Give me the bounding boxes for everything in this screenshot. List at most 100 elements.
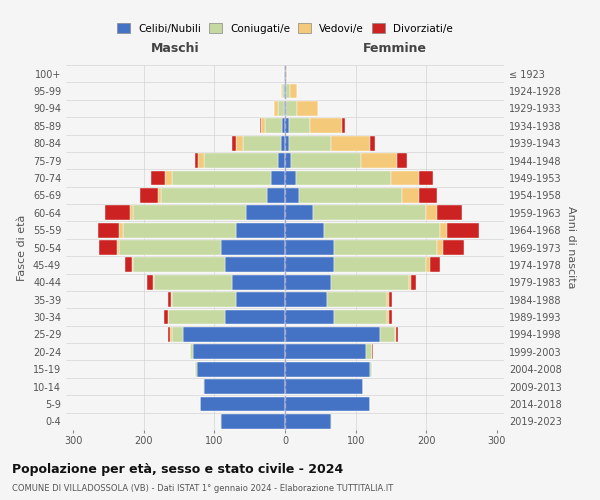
- Bar: [271, 170, 285, 186]
- Bar: [164, 310, 168, 324]
- Bar: [284, 101, 285, 116]
- Bar: [278, 101, 284, 116]
- Bar: [261, 118, 265, 133]
- Bar: [285, 310, 334, 324]
- Bar: [98, 222, 119, 238]
- Bar: [147, 275, 153, 289]
- Bar: [290, 84, 297, 98]
- Bar: [158, 188, 161, 202]
- Bar: [232, 136, 236, 150]
- Bar: [411, 275, 416, 289]
- Bar: [328, 292, 388, 307]
- Bar: [105, 206, 130, 220]
- Bar: [285, 136, 289, 150]
- Bar: [165, 170, 172, 186]
- Bar: [448, 222, 479, 238]
- Bar: [265, 118, 282, 133]
- Bar: [151, 170, 165, 186]
- Bar: [260, 118, 261, 133]
- Bar: [285, 344, 366, 359]
- Bar: [286, 66, 287, 81]
- Bar: [221, 240, 285, 255]
- Bar: [172, 170, 271, 186]
- Bar: [242, 136, 281, 150]
- Bar: [395, 327, 396, 342]
- Bar: [168, 310, 169, 324]
- Bar: [225, 310, 285, 324]
- Bar: [285, 292, 328, 307]
- Bar: [285, 362, 370, 376]
- Bar: [430, 258, 440, 272]
- Bar: [334, 310, 388, 324]
- Bar: [440, 222, 448, 238]
- Bar: [443, 240, 464, 255]
- Bar: [285, 414, 331, 428]
- Bar: [268, 188, 285, 202]
- Bar: [182, 327, 285, 342]
- Bar: [285, 379, 363, 394]
- Bar: [401, 188, 419, 202]
- Bar: [331, 414, 332, 428]
- Text: Popolazione per età, sesso e stato civile - 2024: Popolazione per età, sesso e stato civil…: [12, 462, 343, 475]
- Bar: [388, 310, 389, 324]
- Bar: [289, 136, 331, 150]
- Bar: [236, 222, 285, 238]
- Bar: [225, 258, 285, 272]
- Bar: [285, 258, 334, 272]
- Bar: [203, 379, 204, 394]
- Bar: [194, 153, 198, 168]
- Bar: [397, 153, 407, 168]
- Bar: [310, 118, 341, 133]
- Bar: [419, 170, 433, 186]
- Bar: [204, 153, 278, 168]
- Bar: [331, 275, 409, 289]
- Bar: [285, 101, 286, 116]
- Bar: [133, 206, 246, 220]
- Bar: [200, 396, 285, 411]
- Bar: [140, 188, 158, 202]
- Bar: [341, 118, 345, 133]
- Text: Femmine: Femmine: [362, 42, 427, 54]
- Bar: [285, 153, 290, 168]
- Bar: [426, 258, 430, 272]
- Bar: [324, 222, 440, 238]
- Bar: [289, 118, 310, 133]
- Bar: [285, 240, 334, 255]
- Bar: [361, 153, 397, 168]
- Bar: [278, 153, 285, 168]
- Bar: [285, 275, 331, 289]
- Bar: [290, 153, 361, 168]
- Bar: [285, 170, 296, 186]
- Bar: [204, 379, 285, 394]
- Bar: [372, 344, 373, 359]
- Bar: [409, 275, 411, 289]
- Bar: [282, 84, 284, 98]
- Bar: [334, 258, 426, 272]
- Bar: [334, 240, 437, 255]
- Bar: [125, 258, 132, 272]
- Bar: [119, 222, 122, 238]
- Bar: [286, 101, 297, 116]
- Bar: [426, 206, 437, 220]
- Bar: [285, 396, 370, 411]
- Bar: [281, 136, 285, 150]
- Bar: [246, 206, 285, 220]
- Bar: [154, 275, 232, 289]
- Bar: [437, 206, 461, 220]
- Bar: [285, 66, 286, 81]
- Bar: [232, 275, 285, 289]
- Bar: [172, 327, 182, 342]
- Bar: [193, 344, 285, 359]
- Bar: [285, 84, 286, 98]
- Bar: [419, 188, 437, 202]
- Bar: [130, 206, 133, 220]
- Bar: [313, 206, 426, 220]
- Bar: [236, 292, 285, 307]
- Bar: [221, 414, 285, 428]
- Bar: [391, 170, 419, 186]
- Bar: [285, 222, 324, 238]
- Bar: [299, 188, 401, 202]
- Bar: [153, 275, 154, 289]
- Bar: [236, 136, 242, 150]
- Bar: [132, 258, 133, 272]
